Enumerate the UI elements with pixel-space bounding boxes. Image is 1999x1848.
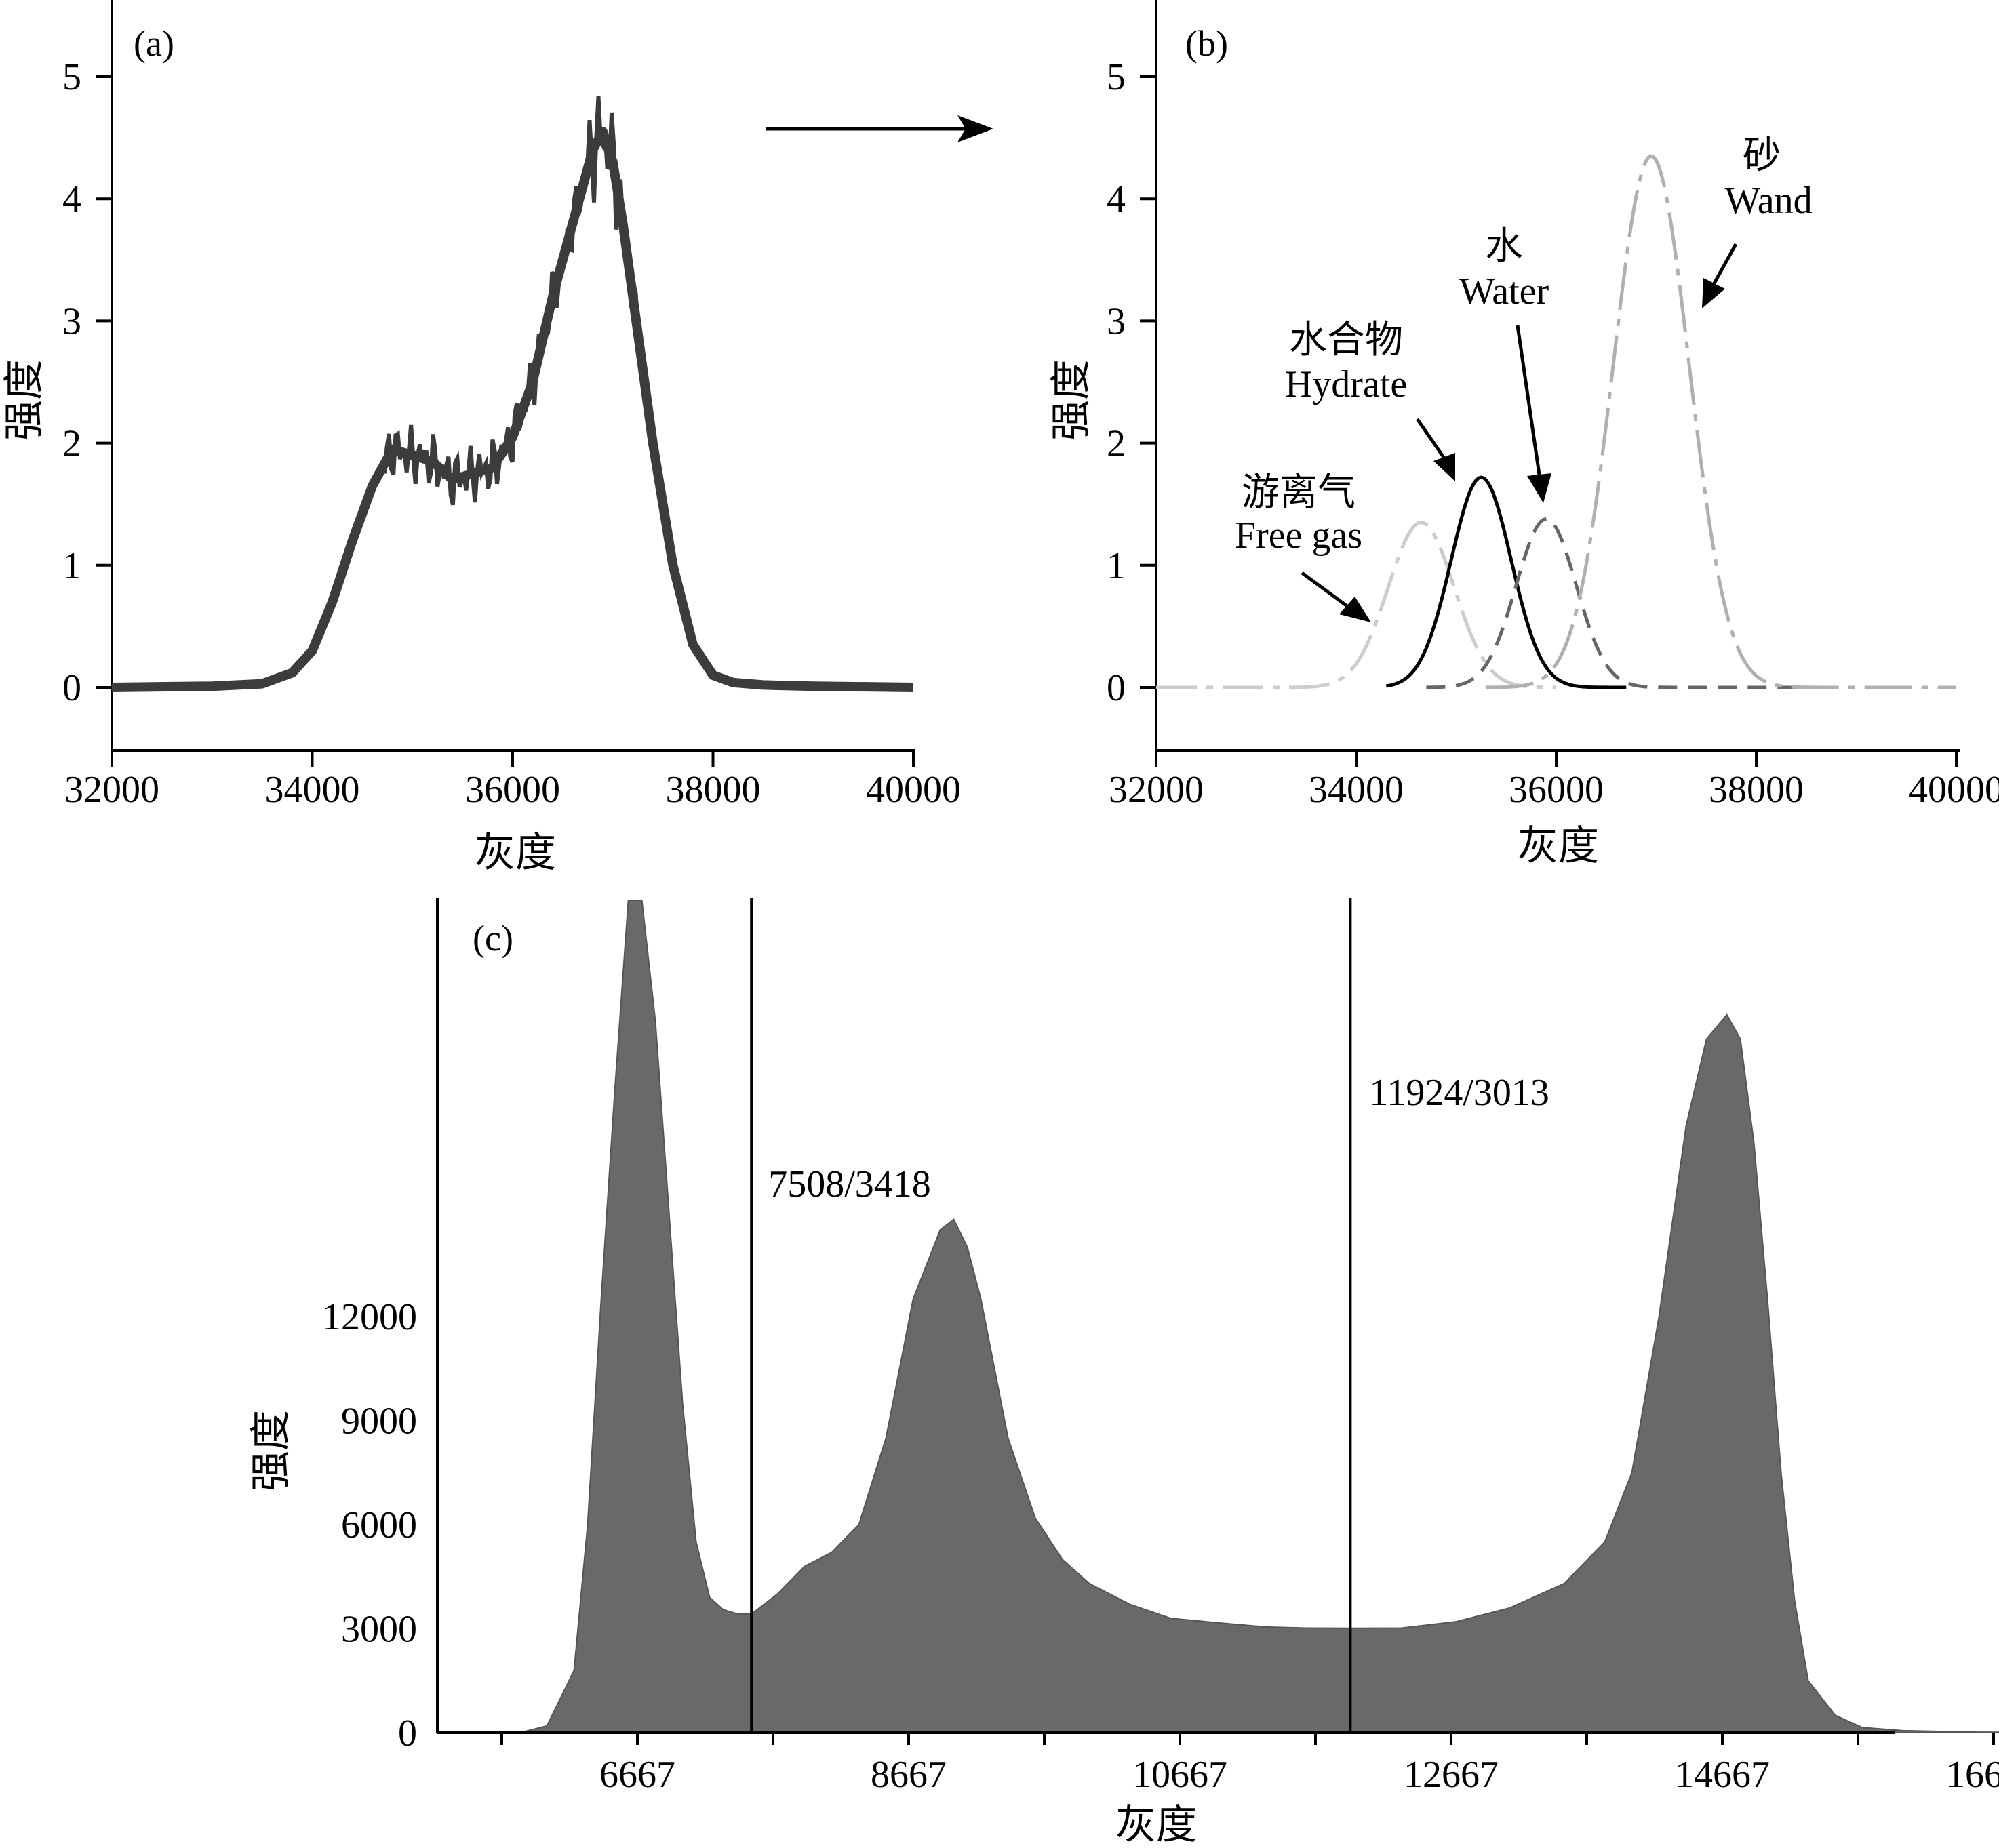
panel-c-series [519,900,1999,1733]
y-tick-label: 4 [62,178,81,220]
x-tick-label: 38000 [1709,769,1804,811]
panel-b-y-ticks: 0 1 2 3 4 5 [1107,56,1156,709]
panel-b-series-1 [1385,475,1627,689]
y-tick-label: 2 [1107,423,1126,465]
annotation-water-arrow [1516,325,1541,475]
annotation-sand-en: Wand [1724,180,1812,222]
y-tick-label: 0 [62,667,81,709]
y-tick-label: 2 [62,423,81,465]
x-tick-label: 40000 [1909,769,1999,811]
panel-c: 7508/3418 11924/3013 0 3000 6000 9000 12000 6… [249,898,1999,1847]
x-tick-label: 12667 [1404,1754,1499,1796]
y-tick-label: 12000 [322,1296,417,1338]
panel-b-series-2 [1426,517,1806,689]
annotation-free-gas-en: Free gas [1235,515,1362,557]
y-tick-label: 9000 [341,1401,417,1443]
panel-c-y-ticks: 0 3000 6000 9000 12000 [322,1296,417,1754]
panel-b-series-3 [1486,154,1956,689]
annotation-water-arrowhead [1527,473,1551,503]
annotation-sand: 砂 Wand [1702,135,1813,308]
annotation-free-gas: 游离气 Free gas [1235,472,1371,622]
x-tick-label: 36000 [465,769,560,811]
annotation-water: 水 Water [1459,226,1551,503]
annotation-sand-arrow [1712,243,1738,285]
x-tick-label: 6667 [599,1754,675,1796]
threshold-label: 11924/3013 [1369,1072,1549,1114]
annotation-water-cn: 水 [1485,226,1523,268]
panel-b-series [1156,154,1956,689]
annotation-free-gas-cn: 游离气 [1242,472,1355,514]
panel-a-y-ticks: 0 1 2 3 4 5 [62,56,112,709]
panel-b-y-title: 强度 [1049,359,1094,441]
panel-a-y-title: 强度 [2,359,47,441]
y-tick-label: 5 [1107,56,1126,98]
y-tick-label: 5 [62,56,81,98]
panel-c-label: (c) [473,918,513,959]
annotation-free-gas-arrowhead [1339,597,1371,622]
y-tick-label: 3000 [341,1609,417,1651]
y-tick-label: 1 [62,545,81,587]
panel-c-x-ticks: 6667 8667 10667 12667 14667 16667 [500,1733,1999,1796]
panel-b-x-title: 灰度 [1518,824,1599,868]
x-tick-label: 32000 [1109,769,1204,811]
x-tick-label: 10667 [1132,1754,1227,1796]
panel-c-x-title: 灰度 [1115,1803,1197,1847]
annotation-hydrate: 水合物 Hydrate [1285,319,1455,481]
panel-b-series-0 [1156,521,1556,689]
annotation-free-gas-arrow [1301,571,1352,611]
transition-arrow-head [957,115,993,142]
x-tick-label: 34000 [265,769,360,811]
annotation-water-en: Water [1459,270,1549,313]
panel-c-y-title: 强度 [249,1410,294,1491]
annotation-hydrate-cn: 水合物 [1289,319,1403,361]
y-tick-label: 4 [1107,178,1126,220]
panel-c-vlines: 7508/3418 11924/3013 [750,898,1549,1733]
annotation-sand-cn: 砂 [1743,135,1781,177]
panel-a-intensity-line [111,127,914,692]
x-tick-label: 32000 [64,769,159,811]
x-tick-label: 36000 [1509,769,1604,811]
y-tick-label: 0 [398,1712,417,1754]
x-tick-label: 38000 [666,769,761,811]
annotation-hydrate-en: Hydrate [1285,363,1407,405]
x-tick-label: 16667 [1946,1754,1999,1796]
y-tick-label: 3 [62,300,81,342]
panel-b-label: (b) [1185,23,1228,64]
x-tick-label: 8667 [871,1754,947,1796]
panel-c-histogram-area [519,900,1999,1733]
x-tick-label: 40000 [866,769,961,811]
panel-a-series [111,96,914,692]
annotation-sand-arrowhead [1702,278,1725,308]
panel-a-x-title: 灰度 [475,830,556,875]
threshold-label: 7508/3418 [768,1163,931,1205]
annotation-hydrate-arrow [1415,418,1446,460]
y-tick-label: 3 [1107,300,1126,342]
x-tick-label: 14667 [1675,1754,1770,1796]
y-tick-label: 0 [1107,667,1126,709]
panel-b-x-ticks: 32000 34000 36000 38000 40000 [1109,750,1999,811]
annotation-hydrate-arrowhead [1433,453,1455,481]
y-tick-label: 1 [1107,545,1126,587]
x-tick-label: 34000 [1309,769,1404,811]
panel-a-label: (a) [134,23,174,64]
panel-a-arrow [766,115,993,142]
panel-a-x-ticks: 32000 34000 36000 38000 40000 [64,750,961,811]
panel-a-noise-line [380,96,645,506]
y-tick-label: 6000 [341,1504,417,1546]
